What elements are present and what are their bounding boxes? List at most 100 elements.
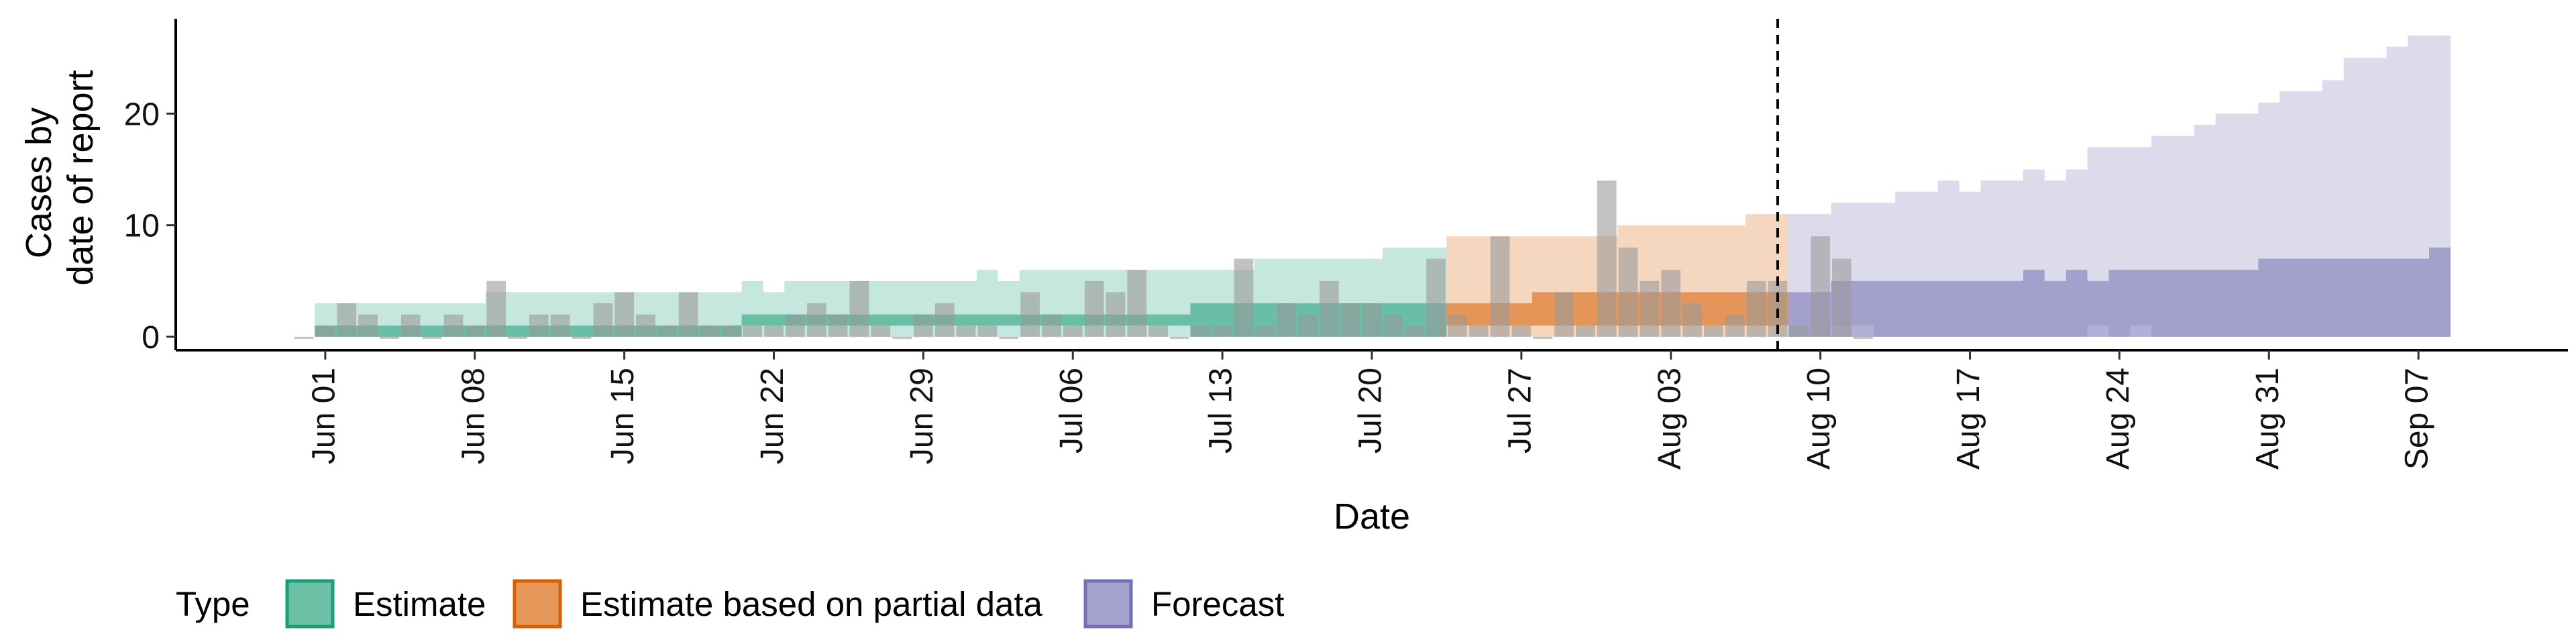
observed-case-bar [1533, 337, 1553, 339]
observed-case-bar [294, 337, 314, 339]
observed-case-bar [465, 325, 485, 337]
observed-case-bar [892, 337, 912, 339]
observed-case-bar [956, 325, 976, 337]
observed-case-bar [1554, 292, 1574, 337]
observed-case-bar [1618, 248, 1638, 337]
observed-case-bar [443, 314, 464, 337]
observed-case-bar [678, 292, 698, 337]
y-axis-title-line-2: date of report [60, 70, 101, 285]
observed-case-bar [1106, 292, 1126, 337]
observed-case-bar [550, 314, 570, 337]
observed-case-bar [1854, 337, 1873, 339]
x-axis-title: Date [1334, 496, 1410, 537]
observed-case-bar [999, 337, 1019, 339]
observed-case-bar [508, 337, 527, 339]
observed-case-bar [1148, 325, 1168, 337]
observed-case-bar [315, 325, 335, 337]
observed-case-bar [743, 325, 762, 337]
observed-case-bar [1576, 325, 1595, 337]
observed-case-bar [614, 292, 634, 337]
observed-case-bar [1042, 314, 1061, 337]
x-tick-label: Aug 17 [1951, 368, 1986, 470]
observed-case-bar [1704, 325, 1723, 337]
observed-case-bar [1362, 303, 1382, 337]
observed-case-bar [914, 314, 933, 337]
observed-case-bar [828, 314, 848, 337]
observed-case-bar [764, 325, 784, 337]
observed-case-bar [1234, 258, 1254, 337]
observed-case-bar [1298, 314, 1318, 337]
y-axis-title: Cases by date of report [19, 70, 101, 285]
observed-case-bar [337, 303, 357, 337]
ribbons-layer [315, 35, 2451, 337]
observed-case-bar [1063, 325, 1083, 337]
observed-case-bar [934, 303, 955, 337]
x-tick-label: Jun 29 [904, 368, 940, 464]
observed-case-bar [1597, 180, 1617, 337]
observed-case-bar [1320, 280, 1339, 337]
estimate-based-on-partial-data-inner-interval [1446, 292, 1788, 326]
x-tick-label: Aug 31 [2250, 368, 2286, 470]
observed-bars-layer [294, 180, 1873, 339]
x-tick-label: Jun 08 [455, 368, 491, 464]
observed-case-bar [358, 314, 378, 337]
observed-case-bar [721, 325, 741, 337]
observed-case-bar [400, 314, 421, 337]
observed-case-bar [1811, 236, 1830, 337]
legend-swatch-estimate-based-on-partial-data [513, 579, 562, 629]
x-tick-label: Aug 24 [2100, 368, 2136, 470]
x-tick-label: Jul 06 [1054, 368, 1089, 453]
legend: Type Estimate Estimate based on partial d… [176, 579, 1284, 629]
observed-case-bar [593, 303, 613, 337]
y-axis-title-line-1: Cases by [19, 107, 59, 258]
observed-case-bar [977, 325, 998, 337]
observed-case-bar [871, 325, 891, 337]
legend-label-estimate: Estimate [353, 585, 486, 623]
y-axis-ticks: 0 10 20 [124, 97, 176, 356]
legend-label-forecast: Forecast [1151, 585, 1284, 623]
legend-swatch-estimate [285, 579, 335, 629]
x-tick-label: Jun 22 [755, 368, 790, 464]
y-tick-label: 20 [124, 97, 160, 132]
x-tick-label: Jul 20 [1353, 368, 1389, 453]
observed-case-bar [657, 325, 677, 337]
observed-case-bar [1468, 325, 1489, 337]
x-tick-label: Aug 03 [1652, 368, 1687, 470]
legend-swatch-forecast [1083, 579, 1133, 629]
observed-case-bar [1640, 280, 1660, 337]
x-tick-label: Jul 13 [1203, 368, 1239, 453]
axes: Jun 01 Jun 08 Jun 15 Jun 22 Jun 29 Jul 06 Jul … [124, 19, 2568, 470]
observed-case-bar [1789, 325, 1809, 337]
observed-case-bar [1448, 314, 1467, 337]
observed-case-bar [786, 314, 805, 337]
observed-case-bar [1212, 325, 1232, 337]
observed-case-bar [1340, 303, 1360, 337]
y-tick-label: 10 [124, 209, 160, 244]
observed-case-bar [1255, 325, 1275, 337]
observed-case-bar [636, 314, 655, 337]
observed-case-bar [572, 337, 592, 339]
x-axis-ticks: Jun 01 Jun 08 Jun 15 Jun 22 Jun 29 Jul 06 Jul … [306, 350, 2435, 470]
observed-case-bar [1661, 270, 1681, 337]
observed-case-bar [1725, 314, 1745, 337]
forecast-inner-interval [1788, 248, 2451, 337]
observed-case-bar [422, 337, 442, 339]
observed-case-bar [806, 303, 826, 337]
observed-case-bar [486, 280, 506, 337]
legend-items: Estimate Estimate based on partial data Fo… [285, 579, 1284, 629]
observed-case-bar [1405, 325, 1425, 337]
observed-case-bar [1084, 280, 1104, 337]
observed-case-bar [1020, 292, 1040, 337]
observed-case-bar [849, 280, 869, 337]
observed-case-bar [1127, 270, 1147, 337]
x-tick-label: Jul 27 [1502, 368, 1538, 453]
legend-title: Type [176, 585, 250, 623]
observed-case-bar [529, 314, 549, 337]
observed-case-bar [1511, 325, 1532, 337]
x-tick-label: Aug 10 [1801, 368, 1837, 470]
observed-case-bar [1277, 303, 1296, 337]
observed-case-bar [1426, 258, 1446, 337]
observed-case-bar [1170, 337, 1189, 339]
observed-case-bar [1383, 314, 1403, 337]
